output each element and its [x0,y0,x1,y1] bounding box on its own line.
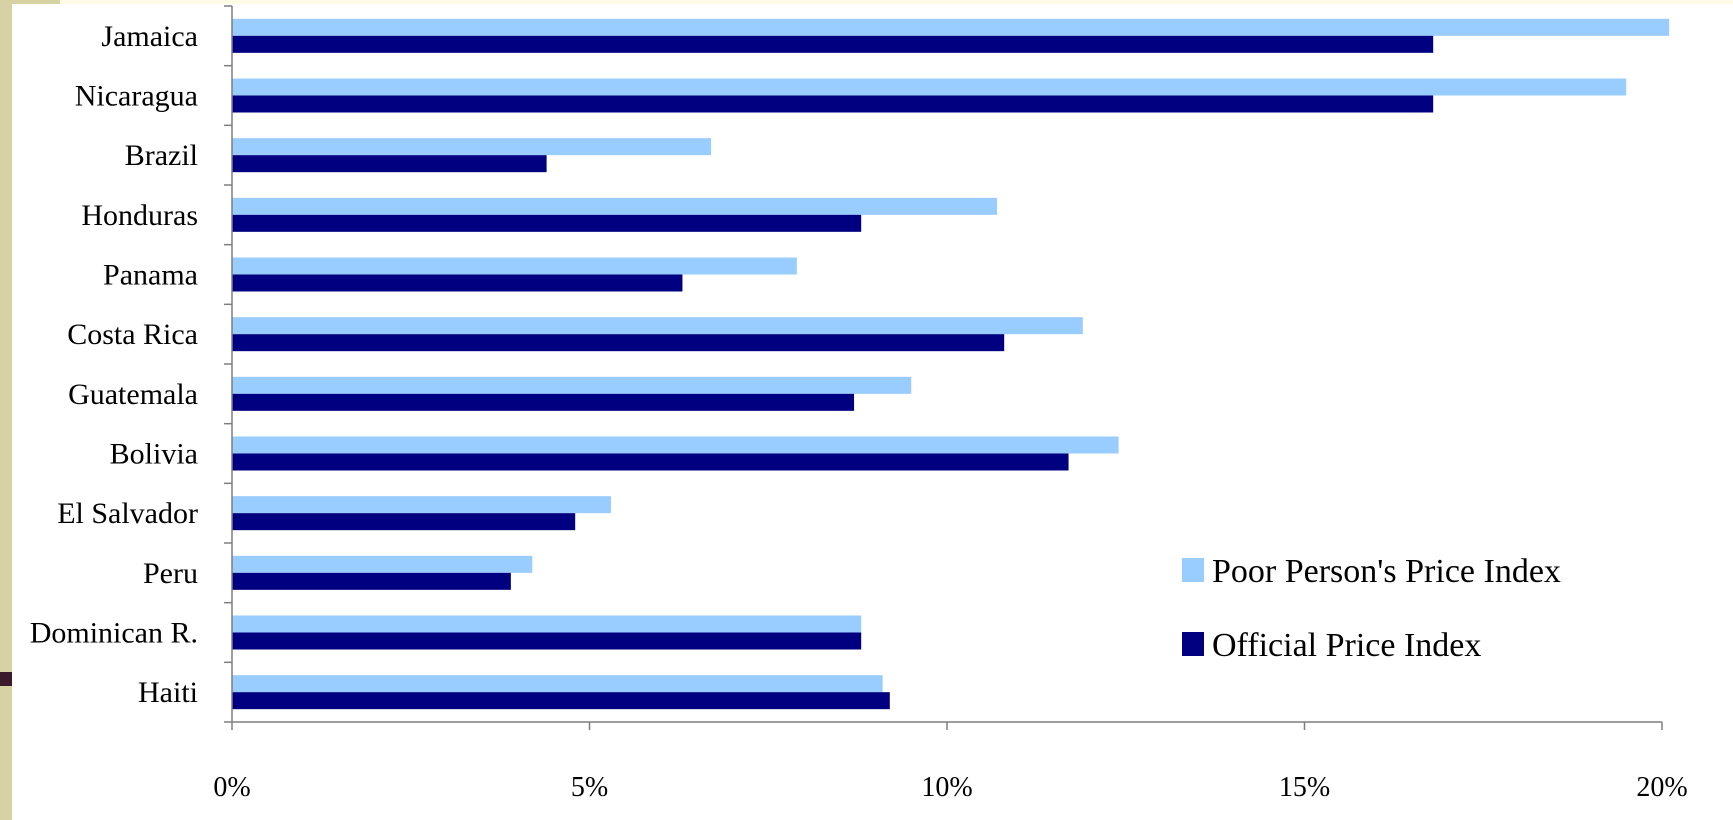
x-tick-label-5: 5% [571,772,608,803]
legend-swatch-poor-person-s-price-index [1182,558,1204,582]
category-label-brazil: Brazil [125,139,198,172]
bar-official-price-index-nicaragua [232,95,1434,113]
x-tick-label-20: 20% [1636,772,1687,803]
bar-official-price-index-costa-rica [232,334,1005,352]
slide-mark [0,672,12,686]
category-labels: Jamaica Nicaragua Brazil Honduras Panama Cost… [30,20,198,709]
bar-poor-person-s-price-index-brazil [232,138,712,156]
bar-poor-person-s-price-index-el-salvador [232,496,611,514]
category-label-jamaica: Jamaica [101,20,198,53]
legend: Poor Person's Price Index Official Price … [1182,553,1561,664]
category-label-nicaragua: Nicaragua [75,80,198,113]
category-label-honduras: Honduras [81,199,198,232]
legend-label-official-price-index: Official Price Index [1212,627,1481,664]
category-label-haiti: Haiti [138,676,198,709]
bar-poor-person-s-price-index-honduras [232,197,998,215]
bar-official-price-index-honduras [232,214,862,232]
bar-poor-person-s-price-index-nicaragua [232,78,1627,96]
category-label-dominican-r: Dominican R. [30,617,198,650]
legend-label-poor-person-s-price-index: Poor Person's Price Index [1212,553,1561,590]
category-label-costa-rica: Costa Rica [67,318,198,351]
category-label-peru: Peru [143,557,198,590]
bar-poor-person-s-price-index-panama [232,257,797,275]
x-tick-label-15: 15% [1279,772,1330,803]
bar-poor-person-s-price-index-costa-rica [232,317,1083,335]
bar-official-price-index-peru [232,572,511,590]
bar-poor-person-s-price-index-peru [232,555,533,573]
bar-official-price-index-el-salvador [232,513,576,531]
chart-panel: Jamaica Nicaragua Brazil Honduras Panama Cost… [12,4,1733,820]
bar-poor-person-s-price-index-bolivia [232,436,1119,454]
category-label-guatemala: Guatemala [68,378,198,411]
category-label-el-salvador: El Salvador [57,497,198,530]
axes-group [224,5,1663,730]
x-tick-label-10: 10% [921,772,972,803]
bar-poor-person-s-price-index-guatemala [232,376,912,394]
bar-official-price-index-jamaica [232,35,1434,53]
bar-official-price-index-panama [232,274,683,292]
bar-official-price-index-guatemala [232,393,855,411]
slide-edge [0,0,12,820]
x-tick-labels: 0% 5% 10% 15% 20% [213,772,1687,803]
bar-poor-person-s-price-index-haiti [232,675,883,693]
bar-chart: Jamaica Nicaragua Brazil Honduras Panama Cost… [30,5,1688,803]
bar-official-price-index-haiti [232,692,890,710]
bars-group [232,18,1670,710]
bar-official-price-index-dominican-r [232,632,862,650]
bar-poor-person-s-price-index-jamaica [232,18,1670,36]
category-label-bolivia: Bolivia [110,438,198,471]
category-label-panama: Panama [103,259,198,292]
bar-poor-person-s-price-index-dominican-r [232,615,862,633]
bar-official-price-index-brazil [232,155,547,173]
x-tick-label-0: 0% [213,772,250,803]
bar-official-price-index-bolivia [232,453,1069,471]
legend-swatch-official-price-index [1182,632,1204,656]
